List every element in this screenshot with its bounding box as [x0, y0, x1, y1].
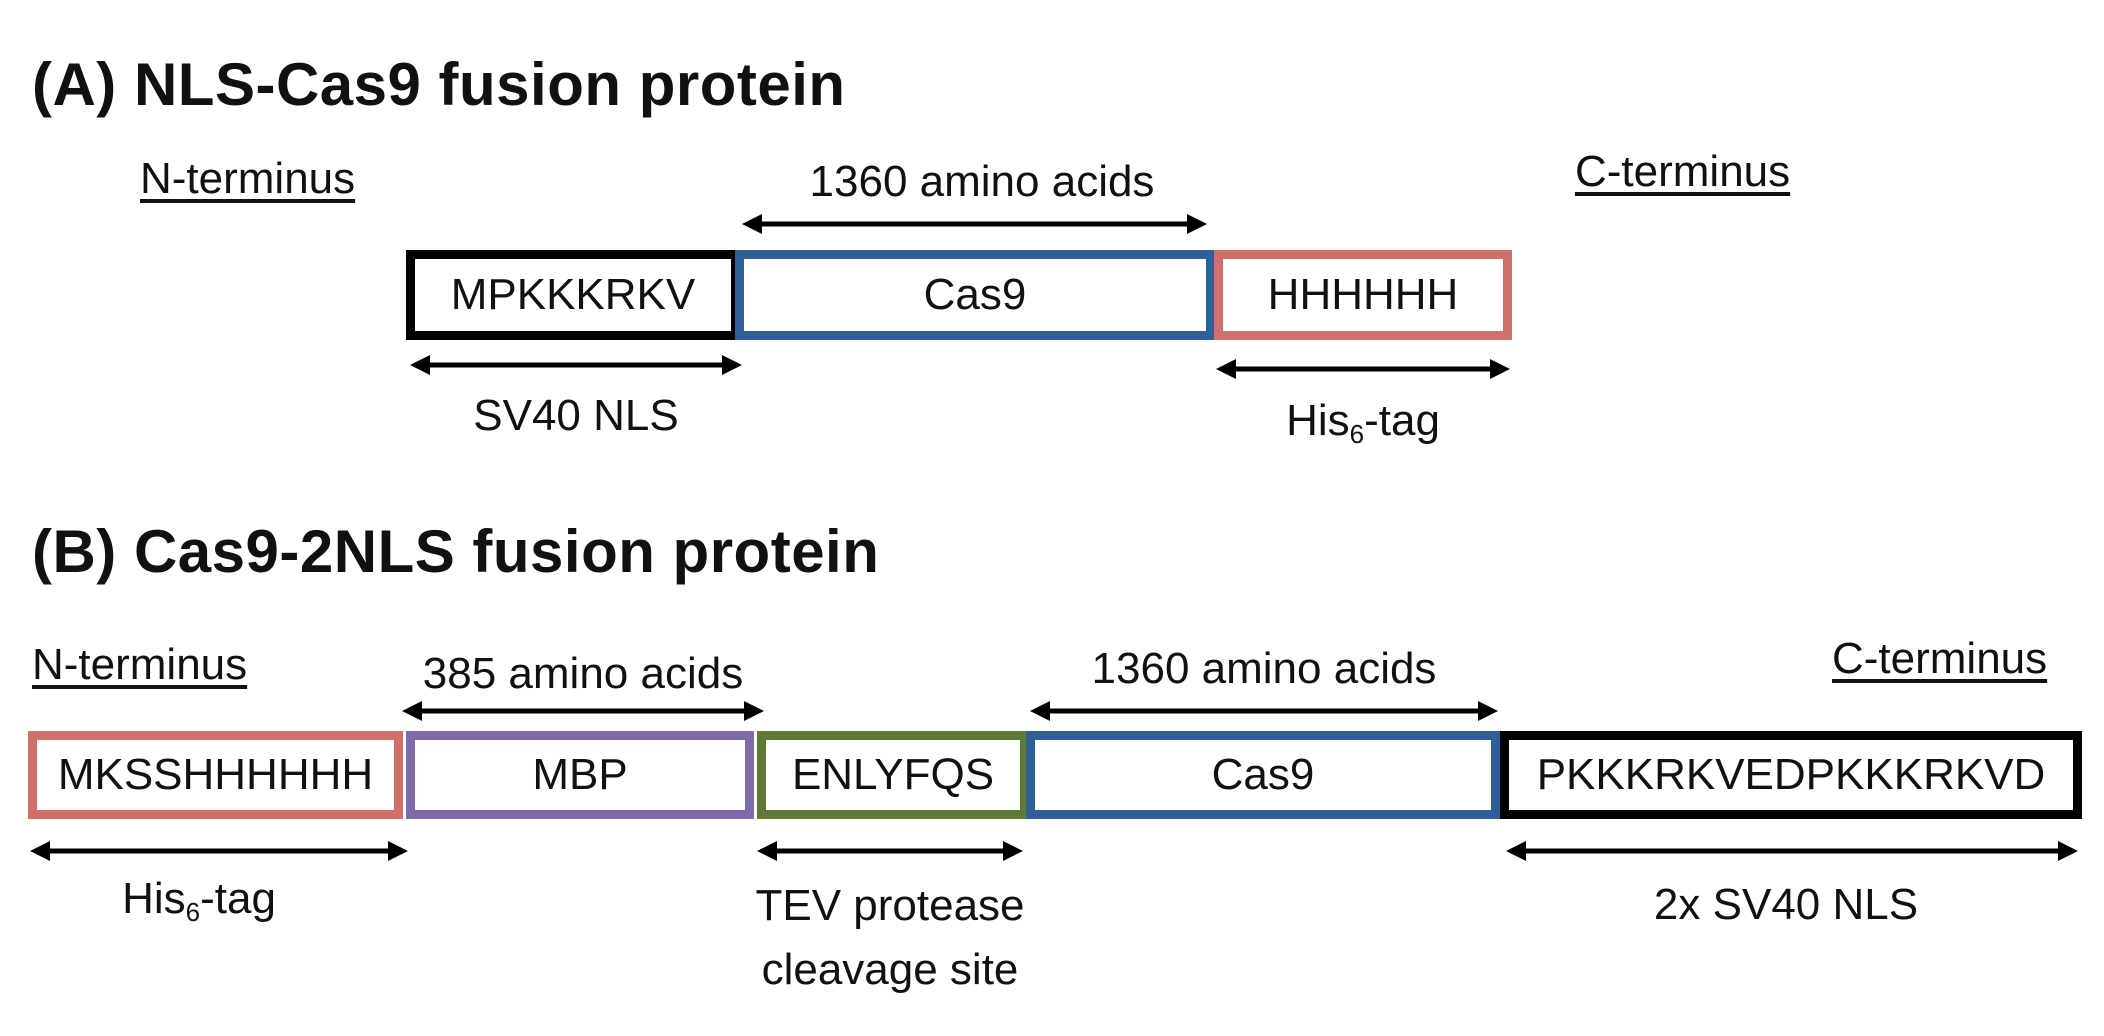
panel-a-nls-label: SV40 NLS	[473, 391, 679, 440]
panel-b-nls-label: 2x SV40 NLS	[1653, 880, 1919, 929]
panel-b-title: (B) Cas9-2NLS fusion protein	[32, 518, 880, 585]
panel-b-tev-box: ENLYFQS	[757, 731, 1029, 819]
panel-a-cas9-length-arrow	[742, 212, 1207, 236]
panel-a-cas9-length-label: 1360 amino acids	[809, 157, 1155, 206]
panel-b-nls-box: PKKKRKVEDPKKKRKVD	[1500, 731, 2082, 819]
panel-b-his-box: MKSSHHHHHH	[28, 731, 403, 819]
panel-b-his-label: His6-tag	[122, 874, 276, 927]
panel-b-mbp-length-label: 385 amino acids	[422, 649, 744, 698]
panel-b-his-arrow	[30, 839, 408, 863]
panel-a-n-terminus: N-terminus	[140, 154, 356, 203]
panel-b-cas9-length-label: 1360 amino acids	[1091, 644, 1437, 693]
panel-b-cas9-length-arrow	[1030, 699, 1498, 723]
panel-b-n-terminus: N-terminus	[32, 640, 248, 689]
panel-a-his-label: His6-tag	[1286, 396, 1440, 449]
panel-a-his-box: HHHHHH	[1214, 250, 1512, 340]
panel-b-nls-arrow	[1506, 839, 2078, 863]
panel-a-cas9-box: Cas9	[735, 250, 1215, 340]
panel-b-c-terminus: C-terminus	[1832, 634, 2048, 683]
panel-a-title: (A) NLS-Cas9 fusion protein	[32, 51, 846, 118]
panel-b-mbp-length-arrow	[402, 699, 764, 723]
panel-a-his-arrow	[1216, 357, 1510, 381]
panel-b-cas9-box: Cas9	[1026, 731, 1500, 819]
panel-a-nls-arrow	[410, 353, 742, 377]
panel-a-c-terminus: C-terminus	[1575, 147, 1791, 196]
panel-b-tev-label: TEV protease cleavage site	[715, 874, 1065, 1002]
panel-a-nls-box: MPKKKRKV	[406, 250, 740, 340]
panel-b-mbp-box: MBP	[406, 731, 754, 819]
panel-b-tev-arrow	[757, 839, 1023, 863]
panel-b-tev-label-line2: cleavage site	[761, 944, 1019, 994]
panel-b-tev-label-line1: TEV protease	[755, 881, 1025, 930]
